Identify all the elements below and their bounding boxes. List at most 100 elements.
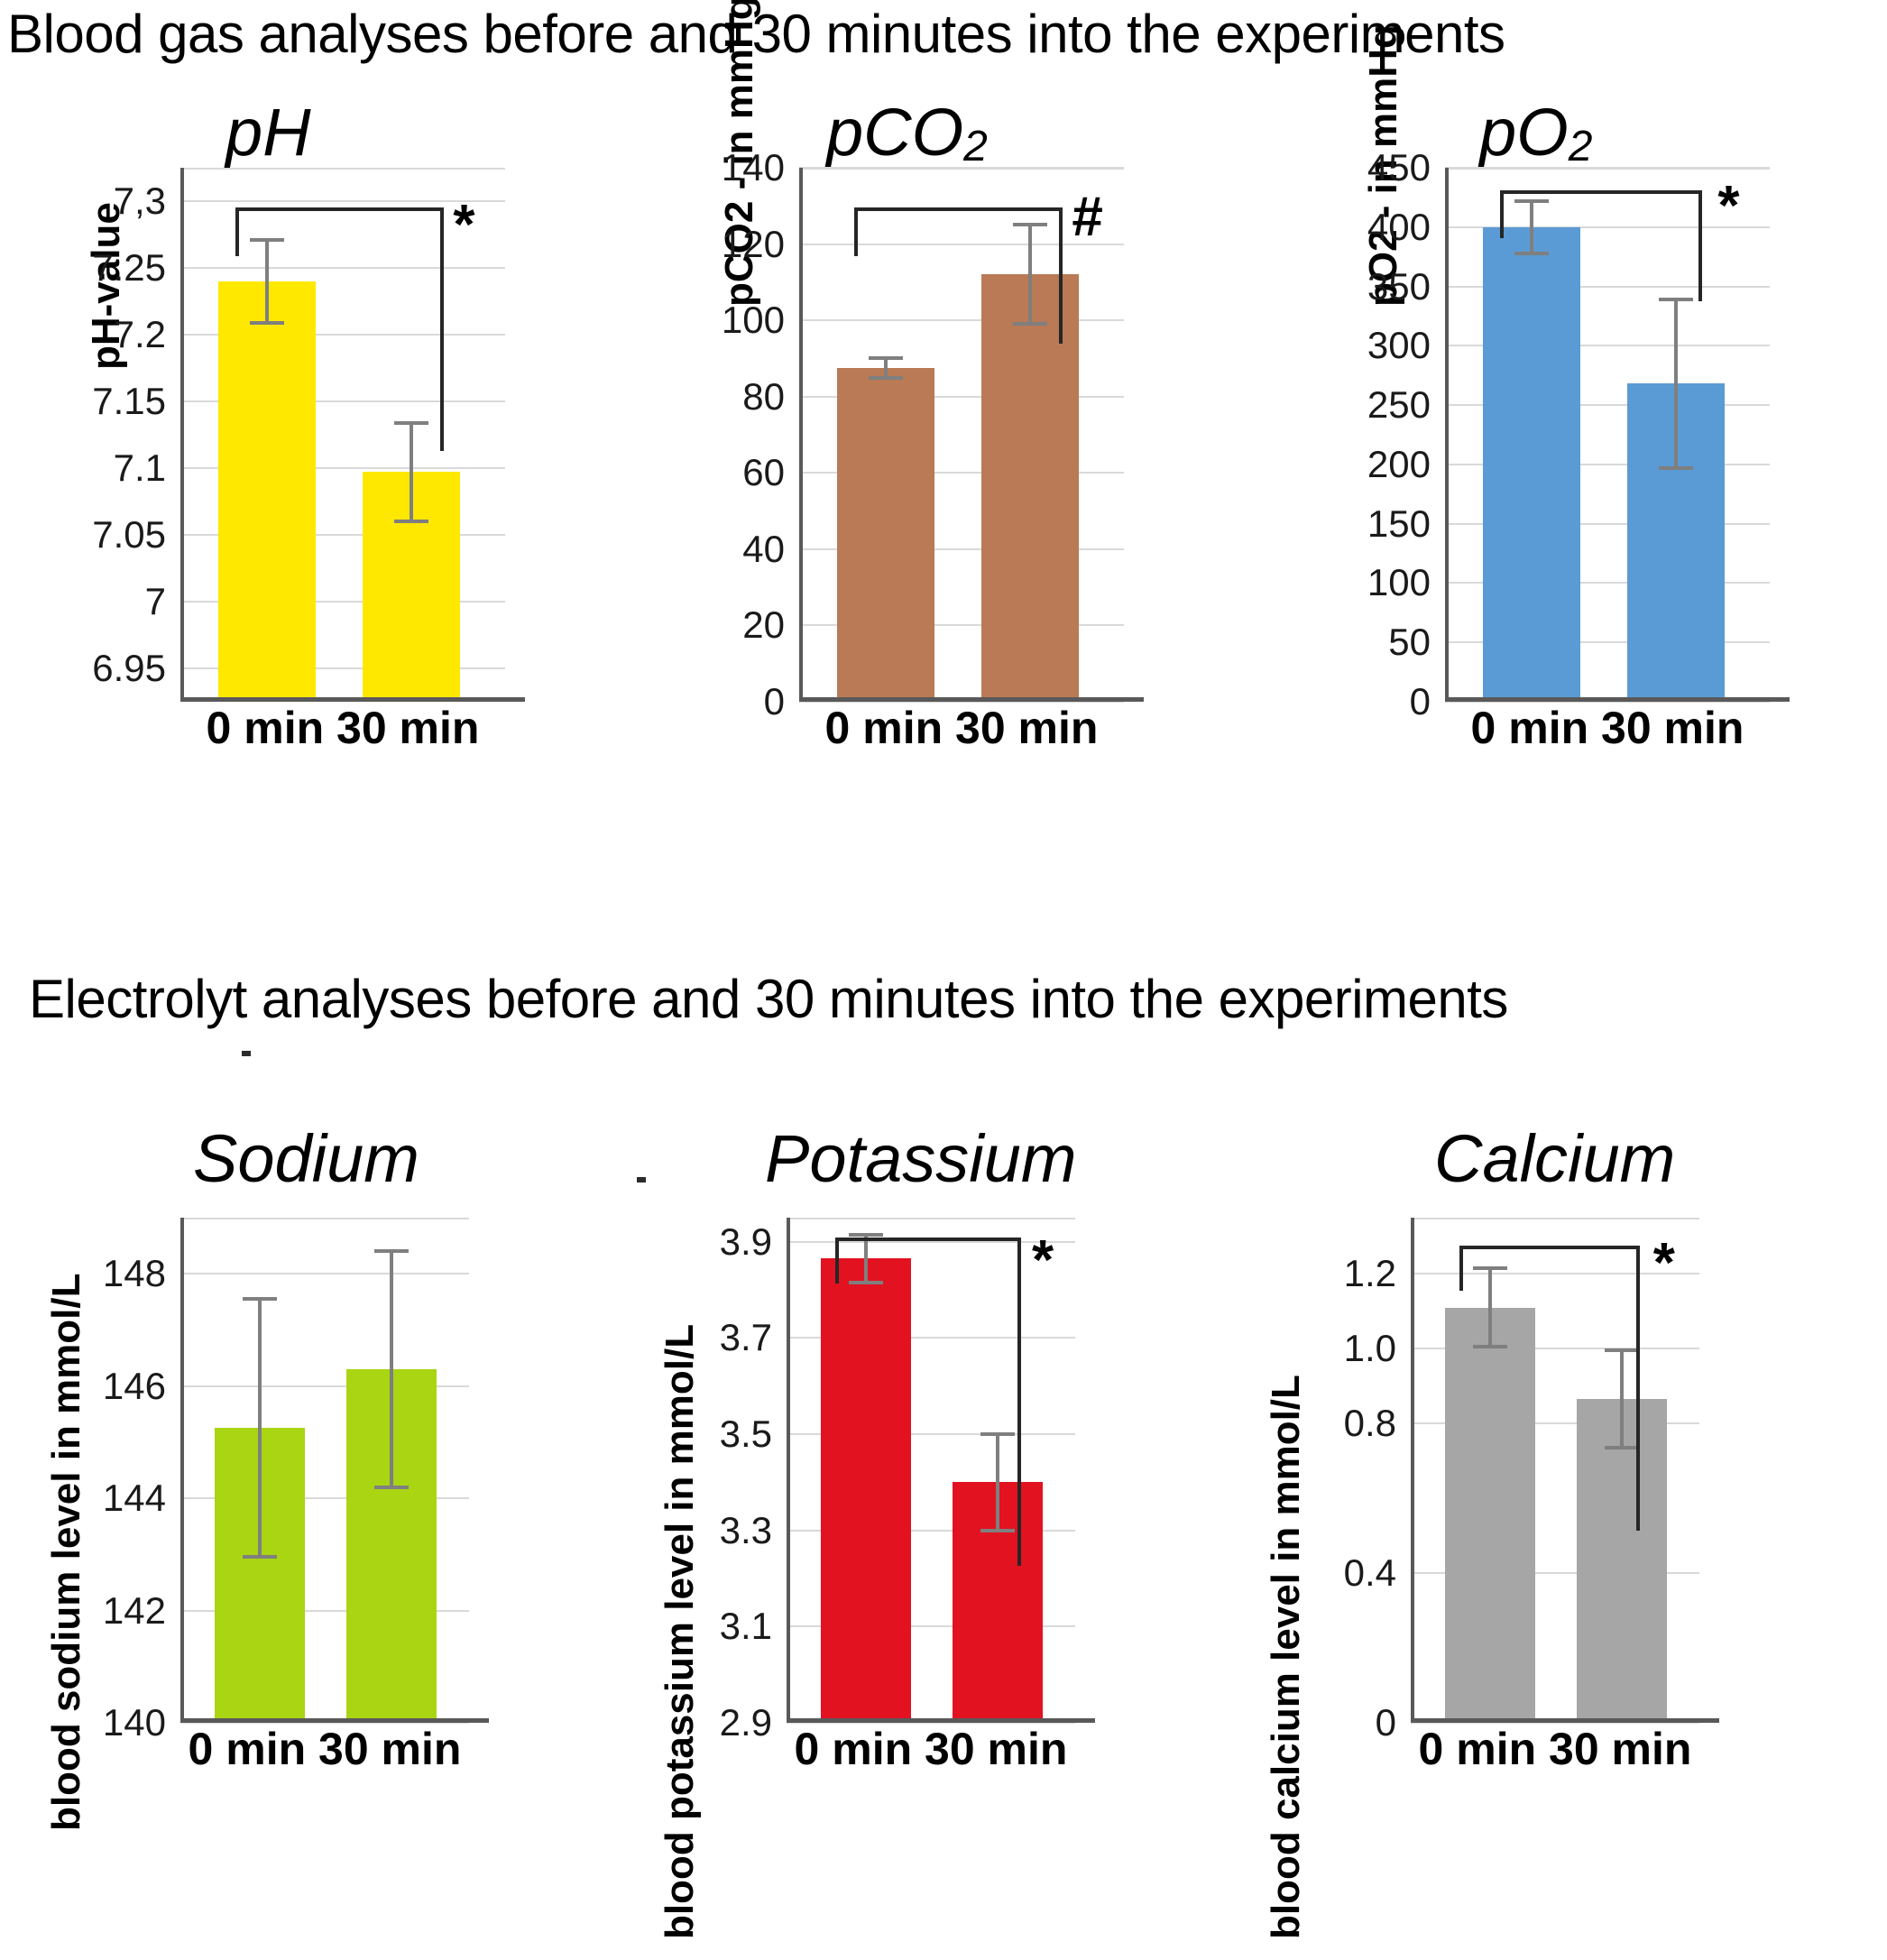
gridline	[180, 1722, 469, 1724]
stray-mark-potassium	[637, 1177, 646, 1182]
chart-title-text: pO	[1479, 95, 1569, 170]
gridline-top	[787, 1218, 1075, 1219]
error-cap-lower	[849, 1281, 883, 1284]
y-tick-label: 400	[1367, 205, 1431, 248]
error-cap-upper	[1514, 198, 1549, 203]
chart-title-ph: pH	[226, 99, 311, 166]
y-tick-label: 148	[102, 1252, 166, 1295]
error-bar	[884, 358, 888, 378]
error-cap-upper	[1605, 1348, 1639, 1353]
gridline	[787, 1433, 1075, 1435]
significance-bracket-left	[835, 1238, 840, 1284]
y-tick-label: 60	[742, 451, 785, 494]
error-cap-lower	[980, 1528, 1015, 1532]
gridline-top	[180, 1218, 469, 1219]
gridline	[799, 395, 1124, 398]
y-tick-label: 3.3	[719, 1508, 772, 1551]
gridline	[180, 1497, 469, 1500]
error-bar	[1620, 1350, 1624, 1449]
y-tick-label: 140	[721, 146, 785, 189]
plot-area-po2: 450 400 350 300 250 200 150 100 50 0 *	[1367, 149, 1790, 721]
gridline	[799, 624, 1124, 627]
gridline	[1445, 463, 1770, 465]
gridline	[787, 1529, 1075, 1532]
y-axis-line	[180, 1218, 184, 1723]
significance-bracket-left	[235, 207, 240, 256]
error-bar	[1488, 1268, 1492, 1348]
error-cap-lower	[869, 375, 903, 380]
error-cap-lower	[394, 520, 428, 524]
gridline	[180, 200, 505, 202]
significance-bracket-left	[1459, 1245, 1464, 1292]
gridline	[1445, 582, 1770, 584]
significance-bracket-right	[1698, 189, 1702, 301]
y-tick-label: 144	[102, 1477, 166, 1520]
chart-title-text: pH	[226, 95, 311, 170]
gridline	[180, 601, 505, 603]
gridline	[180, 1273, 469, 1275]
y-axis-line	[1445, 168, 1449, 702]
x-tick-label: 0 min	[794, 1724, 913, 1774]
error-cap-lower	[1605, 1446, 1639, 1450]
stray-mark-sodium	[242, 1051, 251, 1056]
y-tick-label: 80	[742, 374, 785, 418]
y-axis-label-potassium: blood potassium level in mmol/L	[658, 1323, 702, 1939]
gridline-top	[1411, 1218, 1699, 1219]
gridline	[787, 1240, 1075, 1243]
x-axis-labels-ph: 0 min 30 min	[153, 705, 532, 750]
x-tick-label: 30 min	[925, 1724, 1068, 1774]
chart-title-calcium: Calcium	[1434, 1126, 1675, 1192]
error-cap-lower	[1659, 465, 1693, 470]
y-tick-label: 350	[1367, 264, 1431, 308]
chart-title-text: pCO	[826, 95, 964, 170]
significance-bracket-top	[835, 1238, 1017, 1242]
x-axis-labels-po2: 0 min 30 min	[1418, 705, 1797, 750]
chart-title-subscript: 2	[963, 123, 988, 170]
chart-panel-ph: pH pH-value 7,3 7.25 7.2 7.15 7.1 7.05 7 6.95 * 0 m…	[0, 99, 631, 938]
gridline	[1445, 641, 1770, 644]
bar-po2-0min	[1483, 226, 1580, 702]
gridline	[1411, 1422, 1699, 1425]
y-tick-label: 450	[1367, 146, 1431, 189]
y-tick-label: 1.0	[1343, 1327, 1396, 1370]
y-tick-label: 300	[1367, 324, 1431, 367]
gridline-top	[180, 168, 505, 170]
gridline	[180, 334, 505, 336]
error-cap-upper	[1473, 1266, 1507, 1270]
bar-calcium-30min	[1577, 1399, 1667, 1723]
chart-title-text: Calcium	[1434, 1121, 1676, 1196]
error-cap-upper	[849, 1232, 883, 1237]
significance-bracket-left	[1500, 189, 1505, 239]
blood-gas-section-title: Blood gas analyses before and 30 minutes…	[7, 4, 1505, 64]
bar-potassium-0min	[821, 1258, 911, 1723]
x-tick-label: 30 min	[1601, 703, 1744, 753]
significance-bracket-top	[1500, 189, 1698, 194]
plot-area-ph: 7,3 7.25 7.2 7.15 7.1 7.05 7 6.95 *	[92, 168, 525, 702]
error-cap-lower	[1514, 251, 1549, 255]
x-axis-line	[799, 697, 1144, 702]
significance-bracket-right	[1635, 1245, 1640, 1532]
y-axis-line	[799, 168, 803, 702]
y-tick-label: 7.15	[92, 380, 166, 422]
gridline	[799, 548, 1124, 550]
y-tick-label: 3.7	[719, 1316, 772, 1359]
significance-bracket-right	[1059, 207, 1063, 345]
error-cap-upper	[869, 356, 903, 361]
y-tick-label: 20	[742, 603, 785, 647]
y-tick-label: 3.9	[719, 1219, 772, 1263]
y-tick-label: 7.25	[92, 246, 166, 289]
chart-panel-calcium: Calcium blood calcium level in mmol/L 1.2 1…	[1227, 1055, 1887, 1957]
plot-area-calcium: 1.2 1.0 0.8 0.4 0 *	[1344, 1218, 1719, 1742]
x-axis-line	[1445, 697, 1790, 702]
y-tick-label: 250	[1367, 383, 1431, 427]
significance-bracket-top	[235, 207, 440, 212]
chart-panel-po2: pO2 pO2 - in mmHg 450 400 350 300 250 200 150 100…	[1245, 24, 1887, 938]
gridline	[180, 267, 505, 269]
y-axis-label-calcium: blood calcium level in mmol/L	[1264, 1375, 1308, 1939]
x-axis-line	[180, 697, 525, 702]
y-axis-line	[1411, 1218, 1414, 1723]
significance-bracket-right	[1017, 1238, 1021, 1567]
error-cap-upper	[394, 420, 428, 425]
gridline	[1445, 701, 1770, 703]
gridline	[799, 701, 1124, 703]
